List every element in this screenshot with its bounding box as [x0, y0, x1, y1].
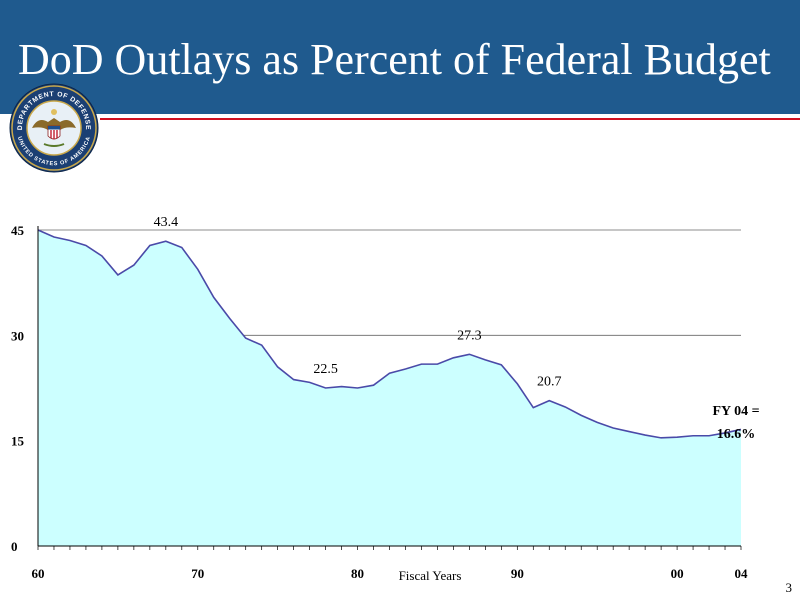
slide-title: DoD Outlays as Percent of Federal Budget	[18, 35, 771, 84]
y-tick-label: 0	[11, 539, 18, 554]
data-label: 22.5	[313, 362, 338, 377]
data-label: 20.7	[537, 375, 562, 390]
x-tick-label: 60	[32, 566, 45, 581]
department-of-defense-seal-icon: DEPARTMENT OF DEFENSE UNITED STATES OF A…	[9, 83, 99, 173]
title-bar: DoD Outlays as Percent of Federal Budget	[0, 0, 800, 114]
data-label: 27.3	[457, 328, 482, 343]
red-divider	[100, 118, 800, 120]
x-tick-label: 00	[671, 566, 684, 581]
area-fill	[38, 230, 741, 546]
x-tick-label: 80	[351, 566, 364, 581]
x-tick-label: 90	[511, 566, 524, 581]
fy04-callout-line2: 16.6%	[717, 427, 756, 442]
data-label: 43.4	[154, 215, 179, 230]
x-tick-label: 04	[735, 566, 749, 581]
y-tick-label: 15	[11, 434, 25, 449]
fy04-callout-line1: FY 04 =	[712, 404, 759, 419]
x-axis-label: Fiscal Years	[399, 568, 462, 583]
page-number: 3	[785, 580, 793, 595]
y-tick-label: 30	[11, 328, 24, 343]
series-line	[37, 229, 742, 439]
y-tick-label: 45	[11, 223, 25, 238]
x-tick-label: 70	[191, 566, 204, 581]
